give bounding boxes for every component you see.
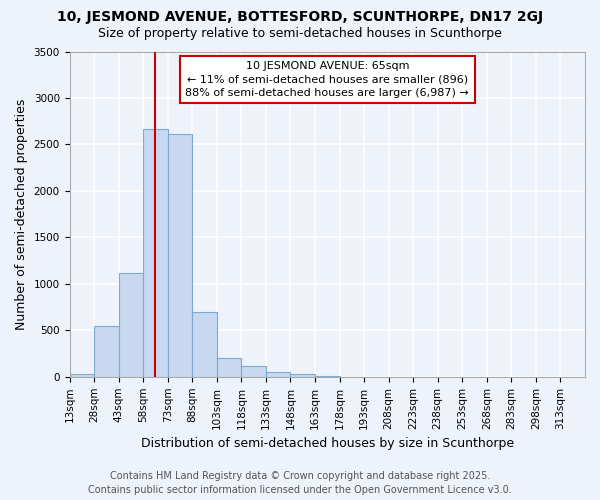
Bar: [192, 312, 217, 377]
Text: Contains HM Land Registry data © Crown copyright and database right 2025.
Contai: Contains HM Land Registry data © Crown c…: [88, 471, 512, 495]
Bar: [241, 366, 266, 377]
Text: Size of property relative to semi-detached houses in Scunthorpe: Size of property relative to semi-detach…: [98, 28, 502, 40]
Bar: [266, 372, 290, 377]
Bar: [217, 358, 241, 377]
Text: 10, JESMOND AVENUE, BOTTESFORD, SCUNTHORPE, DN17 2GJ: 10, JESMOND AVENUE, BOTTESFORD, SCUNTHOR…: [57, 10, 543, 24]
Bar: [143, 128, 168, 377]
Bar: [94, 326, 119, 377]
Bar: [168, 134, 192, 377]
Bar: [119, 272, 143, 377]
Bar: [290, 374, 315, 377]
Text: 10 JESMOND AVENUE: 65sqm
← 11% of semi-detached houses are smaller (896)
88% of : 10 JESMOND AVENUE: 65sqm ← 11% of semi-d…: [185, 62, 469, 98]
X-axis label: Distribution of semi-detached houses by size in Scunthorpe: Distribution of semi-detached houses by …: [141, 437, 514, 450]
Y-axis label: Number of semi-detached properties: Number of semi-detached properties: [15, 98, 28, 330]
Bar: [70, 374, 94, 377]
